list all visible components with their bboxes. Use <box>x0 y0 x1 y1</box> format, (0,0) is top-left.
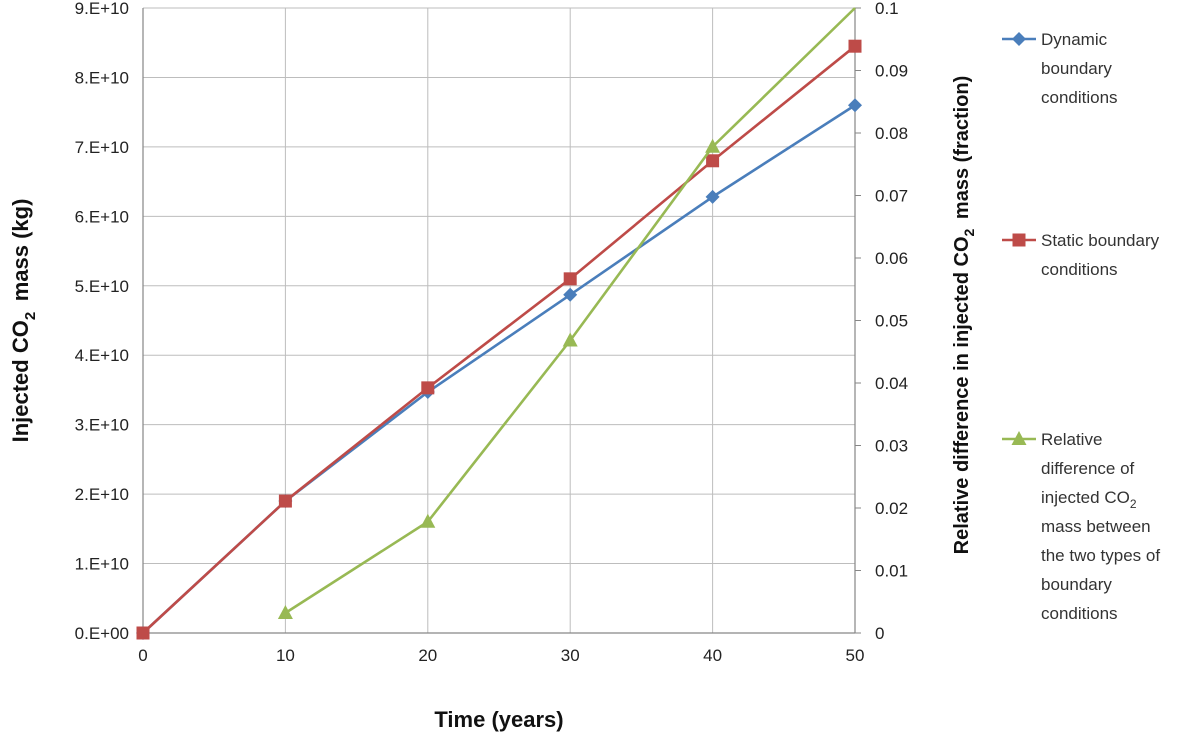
y-right-tick-label: 0.05 <box>875 312 908 331</box>
legend-label-line: injected CO2 <box>1041 488 1140 511</box>
legend-label-line: difference of <box>1041 459 1135 478</box>
legend-label-line: boundary <box>1041 59 1112 78</box>
legend-swatch-marker <box>1012 233 1026 247</box>
legend-entry-3: Relative difference of injected CO2 mass b… <box>1002 430 1160 623</box>
data-point <box>420 513 436 528</box>
legend-label-line: Dynamic <box>1041 30 1108 49</box>
y-left-tick-label: 1.E+10 <box>75 555 129 574</box>
y-right-tick-label: 0.1 <box>875 0 899 18</box>
y-left-tick-label: 3.E+10 <box>75 416 129 435</box>
y-left-tick-label: 0.E+00 <box>75 624 129 643</box>
data-point <box>705 138 721 153</box>
data-point <box>278 494 292 508</box>
legend-entry-1: Dynamic boundary conditions <box>1002 30 1118 107</box>
y-left-tick-label: 7.E+10 <box>75 138 129 157</box>
y-left-tick-label: 8.E+10 <box>75 68 129 87</box>
legend-entry-2: Static boundary conditions <box>1002 231 1160 279</box>
data-point <box>563 287 578 302</box>
y-right-tick-label: 0.02 <box>875 499 908 518</box>
series-1 <box>136 98 862 640</box>
y-right-tick-label: 0.01 <box>875 562 908 581</box>
legend-label-line: mass between <box>1041 517 1151 536</box>
axis-titles: Time (years) Injected CO2 mass (kg) Relati… <box>8 76 977 732</box>
y-right-tick-label: 0.06 <box>875 249 908 268</box>
legend-label-line: conditions <box>1041 88 1118 107</box>
y-right-tick-label: 0.04 <box>875 374 908 393</box>
legend-label-line: conditions <box>1041 260 1118 279</box>
y-left-tick-label: 9.E+10 <box>75 0 129 18</box>
legend-label-line: the two types of <box>1041 546 1160 565</box>
x-tick-label: 0 <box>138 646 147 665</box>
legend-label-line: boundary <box>1041 575 1112 594</box>
y-left-tick-label: 2.E+10 <box>75 485 129 504</box>
x-axis-title: Time (years) <box>434 707 563 732</box>
y-right-tick-label: 0.08 <box>875 124 908 143</box>
y-right-tick-label: 0.07 <box>875 187 908 206</box>
series-group <box>136 7 862 640</box>
x-tick-label: 40 <box>703 646 722 665</box>
legend-swatch-marker <box>1012 32 1026 46</box>
data-point <box>848 39 862 53</box>
y-right-tick-label: 0.03 <box>875 437 908 456</box>
data-point <box>563 272 577 286</box>
x-tick-label: 50 <box>846 646 865 665</box>
legend-label-line: Static boundary <box>1041 231 1160 250</box>
x-tick-label: 20 <box>418 646 437 665</box>
data-point <box>706 154 720 168</box>
legend-label-line: Relative <box>1041 430 1102 449</box>
y-left-axis-title: Injected CO2 mass (kg) <box>8 199 39 443</box>
data-point <box>277 605 293 619</box>
data-point <box>562 332 578 347</box>
data-point <box>848 98 862 113</box>
series-line <box>142 104 856 634</box>
y-right-tick-label: 0.09 <box>875 62 908 81</box>
legend-label-line: conditions <box>1041 604 1118 623</box>
tick-labels: 0.E+00 1.E+10 2.E+10 3.E+10 4.E+10 5.E+10 6.E+… <box>75 0 908 665</box>
y-left-tick-label: 5.E+10 <box>75 277 129 296</box>
series-line <box>142 45 856 634</box>
x-tick-label: 10 <box>276 646 295 665</box>
data-point <box>136 626 150 640</box>
legend-swatch-marker <box>1011 431 1027 445</box>
y-left-tick-label: 6.E+10 <box>75 207 129 226</box>
series-3 <box>277 7 856 619</box>
data-point <box>705 189 720 204</box>
x-tick-label: 30 <box>561 646 580 665</box>
y-right-axis-title: Relative difference in injected CO2 mass… <box>951 76 977 555</box>
series-2 <box>136 39 862 640</box>
data-point <box>421 381 435 395</box>
grid <box>142 7 861 634</box>
y-right-tick-label: 0 <box>875 624 884 643</box>
y-left-tick-label: 4.E+10 <box>75 346 129 365</box>
